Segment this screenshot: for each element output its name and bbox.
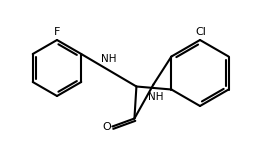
Text: F: F	[54, 27, 60, 37]
Text: Cl: Cl	[196, 27, 206, 37]
Text: O: O	[102, 121, 111, 132]
Text: NH: NH	[148, 91, 163, 102]
Text: NH: NH	[101, 54, 117, 64]
